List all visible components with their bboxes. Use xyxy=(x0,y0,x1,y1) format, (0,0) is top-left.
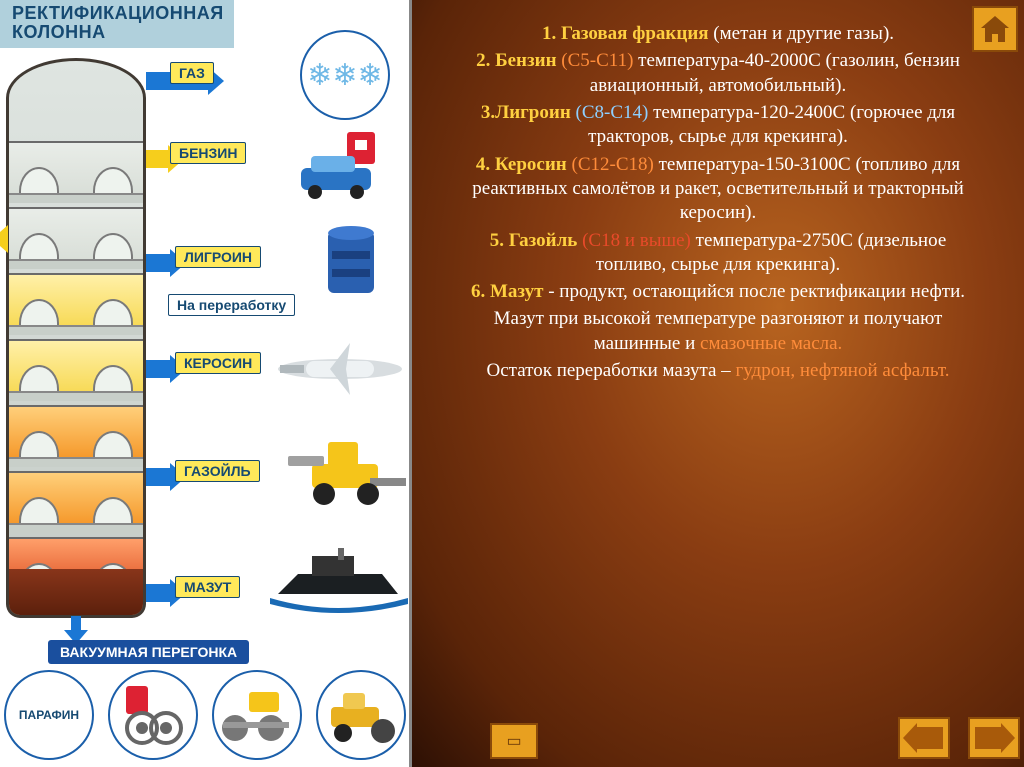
arrow-benzin xyxy=(146,150,170,168)
frac-2: 2. Бензин (С5-С11) температура-40-2000С … xyxy=(456,49,980,98)
title-line2: КОЛОННА xyxy=(12,22,106,42)
mazut-oils: Мазут при высокой температуре разгоняют … xyxy=(456,307,980,356)
product-kerosin-icon xyxy=(270,332,410,406)
arrow-feed xyxy=(6,230,8,248)
product-ligroin-icon xyxy=(302,224,400,298)
product-asphalt-icon xyxy=(316,670,406,760)
slide-index-button[interactable]: ▭ xyxy=(490,723,538,759)
rectification-diagram: РЕКТИФИКАЦИОННАЯ КОЛОННА ГАЗ БЕНЗИН ЛИГР… xyxy=(0,0,412,767)
frac-6: 6. Мазут - продукт, остающийся после рек… xyxy=(456,280,980,304)
arrow-ligroin xyxy=(146,254,172,272)
frac-4: 4. Керосин (С12-С18) температура-150-310… xyxy=(456,153,980,226)
product-bitumen-icon xyxy=(212,670,302,760)
distillation-column xyxy=(6,58,146,618)
label-benzin: БЕНЗИН xyxy=(170,142,246,164)
frac-3: 3.Лигроин (С8-С14) температура-120-2400С… xyxy=(456,101,980,150)
arrow-kerosin xyxy=(146,360,172,378)
prev-button[interactable] xyxy=(898,717,950,759)
label-ligroin: ЛИГРОИН xyxy=(175,246,261,268)
label-gas: ГАЗ xyxy=(170,62,214,84)
product-gasoil-icon xyxy=(278,432,408,506)
next-button[interactable] xyxy=(968,717,1020,759)
frac-5: 5. Газойль (С18 и выше) температура-2750… xyxy=(456,229,980,278)
diagram-title: РЕКТИФИКАЦИОННАЯ КОЛОННА xyxy=(0,0,234,48)
label-kerosin: КЕРОСИН xyxy=(175,352,261,374)
arrow-mazut xyxy=(146,584,172,602)
product-gas-icon: ❄❄❄ xyxy=(300,30,390,120)
arrow-gasoil xyxy=(146,468,172,486)
product-benzin-icon xyxy=(292,128,390,202)
text-panel: 1. Газовая фракция (метан и другие газы)… xyxy=(412,0,1024,767)
home-button[interactable] xyxy=(972,6,1018,52)
frac-1: 1. Газовая фракция (метан и другие газы)… xyxy=(456,22,980,46)
label-gasoil: ГАЗОЙЛЬ xyxy=(175,460,260,482)
product-oils-icon xyxy=(108,670,198,760)
title-line1: РЕКТИФИКАЦИОННАЯ xyxy=(12,3,224,23)
product-mazut-icon xyxy=(268,546,410,620)
label-vacuum: ВАКУУМНАЯ ПЕРЕГОНКА xyxy=(48,640,249,664)
label-recycle: На переработку xyxy=(168,294,295,316)
label-mazut: МАЗУТ xyxy=(175,576,240,598)
product-paraffin: ПАРАФИН xyxy=(4,670,94,760)
mazut-residue: Остаток переработки мазута – гудрон, неф… xyxy=(456,359,980,383)
